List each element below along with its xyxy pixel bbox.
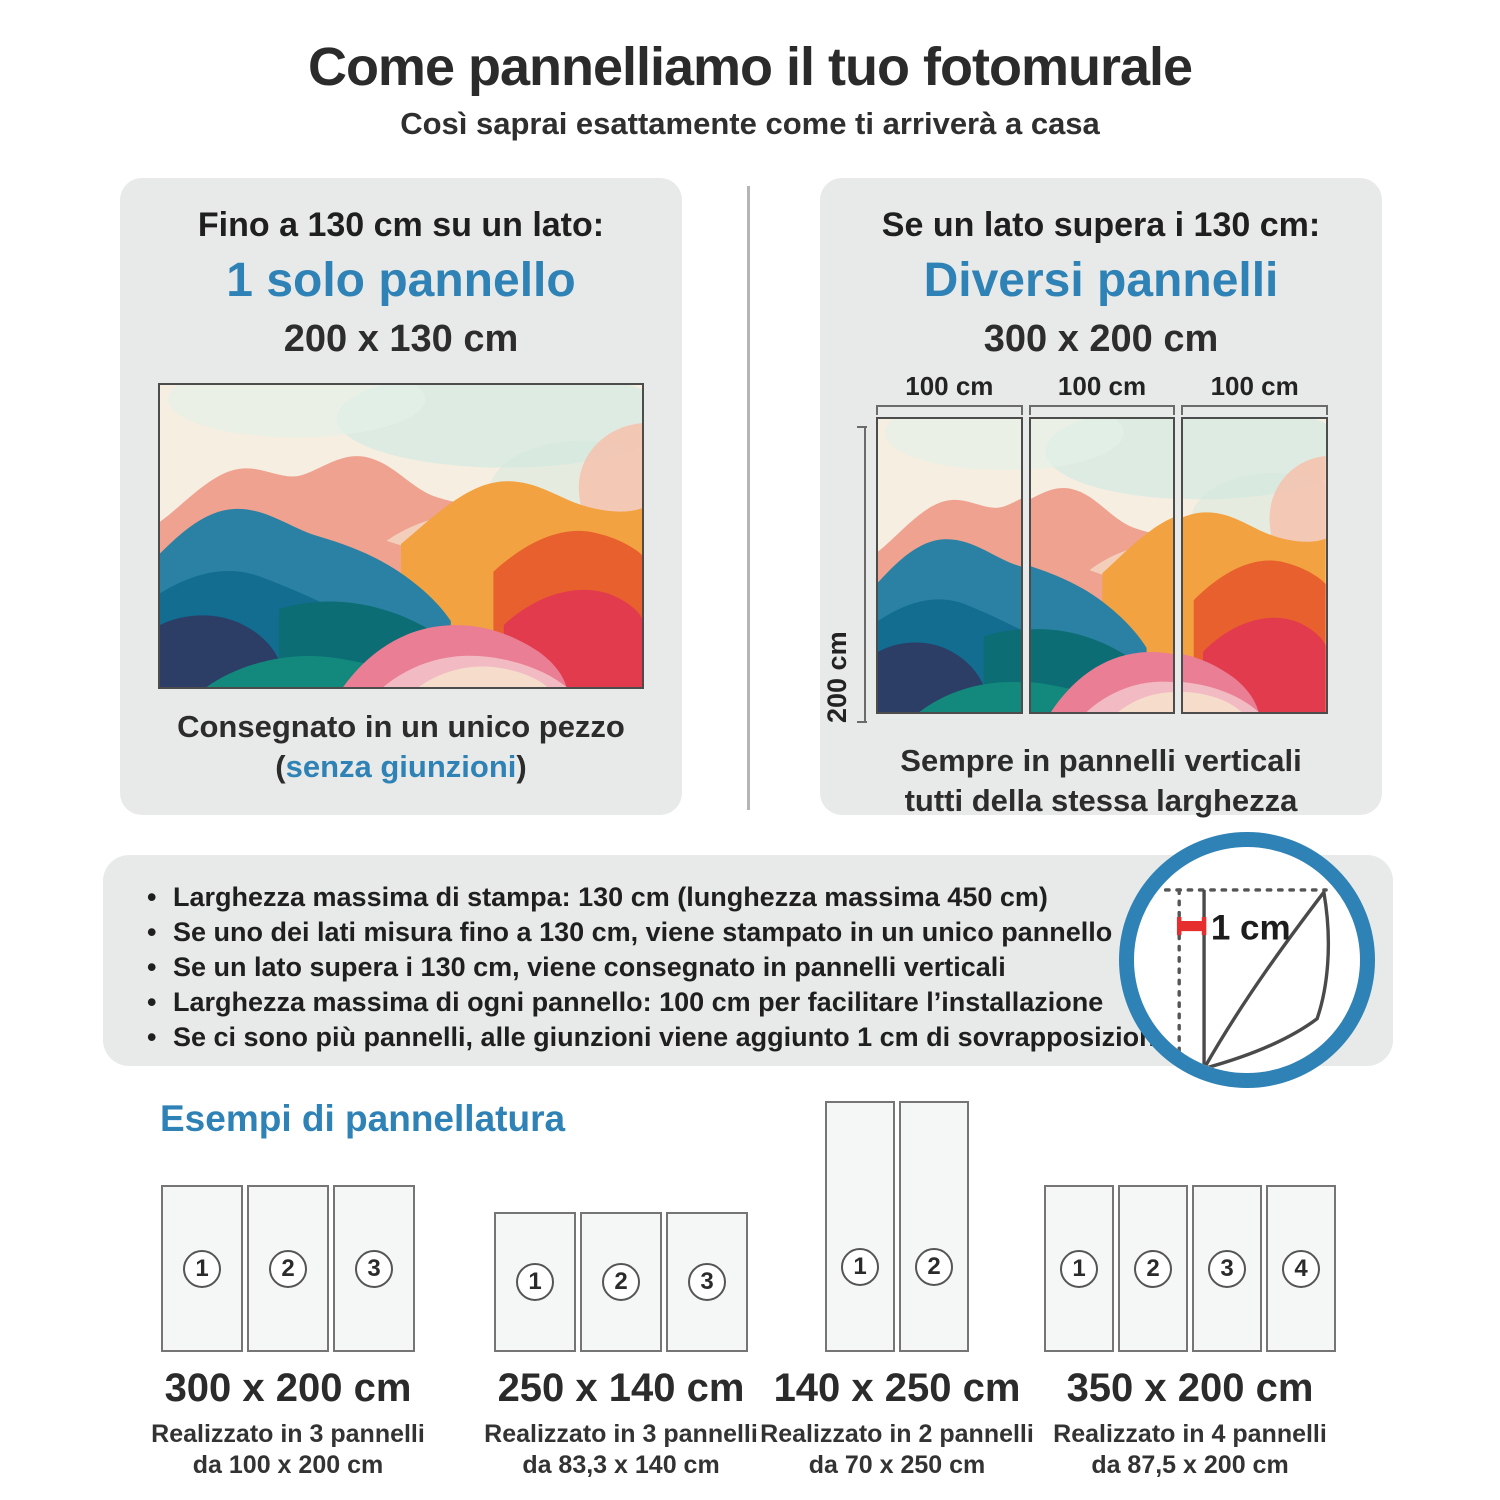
example-desc-line2: da 83,3 x 140 cm [522, 1451, 720, 1479]
vertical-measure-line [857, 426, 867, 723]
watercolor-artwork-slice [1183, 419, 1327, 712]
example-size: 140 x 250 cm [773, 1366, 1021, 1410]
multi-panel-condition: Se un lato supera i 130 cm: [881, 206, 1321, 244]
width-measure-lines [876, 402, 1329, 415]
single-panel-card: Fino a 130 cm su un lato: 1 solo pannell… [120, 178, 682, 815]
horizontal-measure-line [1028, 405, 1176, 415]
watercolor-artwork-slice [1030, 419, 1174, 712]
example-panel: 1 [494, 1212, 576, 1352]
overlap-badge: 1 cm [1119, 832, 1375, 1088]
panel-strip-2 [1028, 417, 1176, 714]
example-panels: 1 2 3 [456, 1212, 786, 1352]
panel-number-badge: 1 [841, 1247, 879, 1286]
single-panel-headline: 1 solo pannello [226, 254, 576, 307]
multi-panel-headline: Diversi pannelli [923, 254, 1279, 307]
example-panel: 3 [333, 1185, 415, 1352]
example-desc-line2: da 100 x 200 cm [192, 1451, 384, 1479]
single-panel-size: 200 x 130 cm [283, 318, 519, 360]
panel-strip-1 [876, 417, 1023, 714]
example-desc-line1: Realizzato in 3 pannelli [484, 1420, 758, 1448]
width-measure-labels: 100 cm 100 cm 100 cm [876, 371, 1328, 402]
example-desc-line1: Realizzato in 3 pannelli [151, 1420, 425, 1448]
panel-number-badge: 3 [355, 1249, 393, 1288]
panel-number-badge: 1 [1060, 1249, 1098, 1288]
caption-paren-close: ) [516, 749, 527, 784]
watercolor-artwork-slice [878, 419, 1021, 712]
example-panels: 1 2 [732, 1101, 1062, 1352]
examples-heading: Esempi di pannellatura [160, 1098, 566, 1139]
panel-number-badge: 3 [688, 1263, 726, 1301]
caption-highlight: senza giunzioni [285, 749, 517, 784]
caption-paren-open: ( [275, 749, 286, 784]
example-desc: Realizzato in 2 pannelli da 70 x 250 cm [732, 1419, 1062, 1481]
width-measure-label: 100 cm [905, 371, 994, 401]
panel-number-badge: 1 [516, 1263, 554, 1301]
example-group-140x250: 1 2 140 x 250 cm Realizzato in 2 pannell… [732, 1101, 1062, 1481]
height-measure-label: 200 cm [822, 631, 852, 723]
example-desc: Realizzato in 3 pannelli da 100 x 200 cm [123, 1419, 453, 1481]
example-panel: 4 [1266, 1185, 1336, 1352]
example-panel: 2 [247, 1185, 329, 1352]
multi-panel-size: 300 x 200 cm [983, 318, 1219, 360]
mural-preview-single [158, 383, 644, 689]
multi-panel-caption: Sempre in pannelli verticali tutti della… [820, 741, 1382, 821]
panel-strips [876, 417, 1329, 714]
example-desc-line1: Realizzato in 2 pannelli [760, 1420, 1034, 1448]
page-curl-icon: 1 cm [1163, 888, 1331, 1071]
example-panel: 2 [580, 1212, 662, 1352]
panel-strip-3 [1181, 417, 1329, 714]
panel-number-badge: 2 [602, 1263, 640, 1301]
panel-number-badge: 2 [915, 1247, 953, 1286]
example-panel: 1 [825, 1101, 895, 1352]
example-group-300x200: 1 2 3 300 x 200 cm Realizzato in 3 panne… [123, 1185, 453, 1481]
example-panel: 1 [1044, 1185, 1114, 1352]
example-panels: 1 2 3 4 [1025, 1185, 1355, 1352]
rules-list: Larghezza massima di stampa: 130 cm (lun… [103, 855, 1393, 1055]
example-group-250x140: 1 2 3 250 x 140 cm Realizzato in 3 panne… [456, 1212, 786, 1481]
panel-number-badge: 2 [269, 1249, 307, 1288]
multi-panel-card: Se un lato supera i 130 cm: Diversi pann… [820, 178, 1382, 818]
rule-item: Se ci sono più pannelli, alle giunzioni … [147, 1020, 1393, 1055]
example-panel: 2 [899, 1101, 969, 1352]
example-group-350x200: 1 2 3 4 350 x 200 cm Realizzato in 4 pan… [1025, 1185, 1355, 1481]
rule-item: Se uno dei lati misura fino a 130 cm, vi… [147, 915, 1393, 950]
rule-item: Se un lato supera i 130 cm, viene conseg… [147, 950, 1393, 985]
example-desc-line2: da 70 x 250 cm [808, 1451, 986, 1479]
caption-line1: Sempre in pannelli verticali [900, 743, 1302, 778]
card-divider [747, 186, 750, 810]
example-desc: Realizzato in 3 pannelli da 83,3 x 140 c… [456, 1419, 786, 1481]
panel-number-badge: 2 [1134, 1249, 1172, 1288]
panel-number-badge: 4 [1282, 1249, 1320, 1288]
horizontal-measure-line [876, 405, 1023, 415]
width-measure-label: 100 cm [1057, 371, 1147, 401]
example-size: 350 x 200 cm [1066, 1366, 1314, 1410]
watercolor-artwork [160, 385, 642, 687]
rule-item: Larghezza massima di ogni pannello: 100 … [147, 985, 1393, 1020]
example-size: 250 x 140 cm [497, 1366, 745, 1410]
example-size: 300 x 200 cm [164, 1366, 412, 1410]
example-panel: 2 [1118, 1185, 1188, 1352]
example-panel: 3 [1192, 1185, 1262, 1352]
page-subtitle: Così saprai esattamente come ti arriverà… [400, 106, 1100, 141]
example-desc-line1: Realizzato in 4 pannelli [1053, 1420, 1327, 1448]
single-panel-condition: Fino a 130 cm su un lato: [197, 206, 605, 244]
overlap-label: 1 cm [1211, 909, 1291, 948]
mural-preview-paneled: 200 cm 100 cm 100 cm 100 cm [820, 371, 1382, 723]
example-panel: 3 [666, 1212, 748, 1352]
caption-line1: Consegnato in un unico pezzo [177, 709, 625, 744]
horizontal-measure-line [1181, 405, 1329, 415]
example-desc-line2: da 87,5 x 200 cm [1091, 1451, 1289, 1479]
panel-number-badge: 1 [183, 1249, 221, 1288]
caption-line2: tutti della stessa larghezza [904, 783, 1298, 818]
example-desc: Realizzato in 4 pannelli da 87,5 x 200 c… [1025, 1419, 1355, 1481]
page-title: Come pannelliamo il tuo fotomurale [307, 37, 1193, 97]
width-measure-label: 100 cm [1210, 371, 1299, 401]
rule-item: Larghezza massima di stampa: 130 cm (lun… [147, 880, 1393, 915]
overlap-marker-icon [1176, 917, 1207, 936]
example-panel: 1 [161, 1185, 243, 1352]
panel-number-badge: 3 [1208, 1249, 1246, 1288]
example-panels: 1 2 3 [123, 1185, 453, 1352]
single-panel-caption: Consegnato in un unico pezzo (senza giun… [120, 707, 682, 787]
